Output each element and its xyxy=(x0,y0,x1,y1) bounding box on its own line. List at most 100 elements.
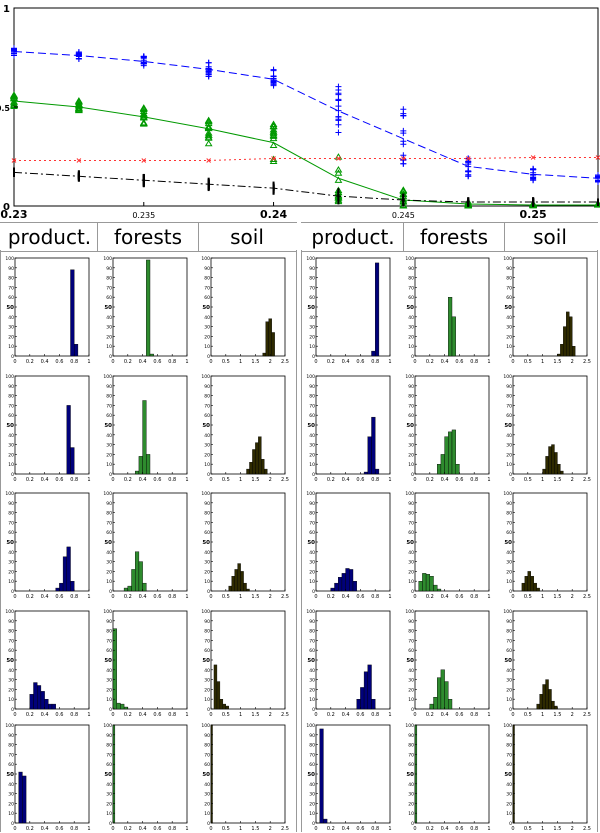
histogram-bar xyxy=(44,699,49,710)
y-tick-label: 30 xyxy=(506,560,512,566)
x-tick-label: 1 xyxy=(487,359,490,365)
x-tick-label: 0.2 xyxy=(26,359,34,365)
y-tick-label: 0 xyxy=(509,354,512,360)
x-tick-label: 0.2 xyxy=(124,477,132,483)
histogram-bar xyxy=(425,574,431,592)
y-tick-label: 40 xyxy=(204,668,210,674)
y-tick-label: 100 xyxy=(201,723,210,729)
tab-product[interactable]: product. xyxy=(2,223,98,251)
y-tick-label: 100 xyxy=(405,256,414,262)
y-tick-label: 90 xyxy=(506,619,512,625)
tab-forests[interactable]: forests xyxy=(98,223,199,251)
data-point xyxy=(139,104,148,111)
histogram-bar xyxy=(418,581,423,592)
x-tick-label: 1 xyxy=(487,712,490,718)
x-tick-label: 2.5 xyxy=(281,826,289,832)
y-tick-label: 90 xyxy=(106,733,112,739)
x-tick-label: 0 xyxy=(209,826,212,832)
y-tick-label: 40 xyxy=(204,550,210,556)
y-tick-label: 100 xyxy=(201,491,210,497)
y-tick-label: 0 xyxy=(312,472,315,478)
y-tick-label: 40 xyxy=(8,668,14,674)
y-tick-label: 90 xyxy=(309,266,315,272)
y-tick-label: 100 xyxy=(306,256,315,262)
data-point xyxy=(465,156,471,161)
data-point xyxy=(75,103,83,111)
y-tick-label: 100 xyxy=(5,374,14,380)
y-tick-label: 100 xyxy=(103,723,112,729)
x-tick-label: 1 xyxy=(185,359,188,365)
x-tick-label: 0 xyxy=(314,826,317,832)
x-tick-label: 0.8 xyxy=(168,712,176,718)
y-tick-label: 50 xyxy=(104,772,112,778)
data-point xyxy=(465,159,472,166)
data-point xyxy=(400,138,407,145)
y-tick-label: 80 xyxy=(506,629,512,635)
y-tick-label: 100 xyxy=(103,609,112,615)
y-tick-label: 70 xyxy=(204,285,210,291)
y-tick-label: 10 xyxy=(309,697,315,703)
x-tick-label: 0.8 xyxy=(371,826,379,832)
tab-forests[interactable]: forests xyxy=(404,223,505,251)
x-tick-label: 0.2 xyxy=(124,594,132,600)
histogram-bar xyxy=(271,332,275,357)
y-tick-label: 70 xyxy=(506,285,512,291)
right-panel-frame xyxy=(301,250,598,832)
data-point xyxy=(141,158,147,163)
histogram-bar xyxy=(554,705,558,710)
x-tick-label: 0.6 xyxy=(455,712,463,718)
y-tick-label: 90 xyxy=(106,501,112,507)
y-tick-label: 90 xyxy=(8,619,14,625)
y-tick-label: 100 xyxy=(503,374,512,380)
x-tick-label: 1.5 xyxy=(251,359,259,365)
tab-product[interactable]: product. xyxy=(303,223,404,251)
x-tick-label: 0.2 xyxy=(426,477,434,483)
y-tick-label: 80 xyxy=(204,629,210,635)
y-tick-label: 100 xyxy=(201,256,210,262)
y-tick-label: 20 xyxy=(309,452,315,458)
histogram-bar xyxy=(246,468,250,475)
y-tick-label: 10 xyxy=(408,811,414,817)
histogram-forests: 0 10 20 30 40 50 60 70 80 90 100 0 0.2 0.4 0.6 0.8 1 xyxy=(405,723,490,832)
y-tick-label: 80 xyxy=(106,276,112,282)
x-tick-label: 2 xyxy=(269,594,272,600)
y-tick-label: 50 xyxy=(504,658,512,664)
x-tick-label: 0.6 xyxy=(153,826,161,832)
x-tick-label: 0.2 xyxy=(327,712,335,718)
histogram-bar xyxy=(249,462,253,475)
data-point xyxy=(204,139,213,147)
x-tick-label: 0.4 xyxy=(41,826,49,832)
histogram-bar xyxy=(444,436,449,475)
y-tick-label: 30 xyxy=(506,325,512,331)
y-tick-label: 100 xyxy=(405,609,414,615)
histogram-bar xyxy=(371,416,376,475)
y-tick-label: 30 xyxy=(204,325,210,331)
y-tick-label: 30 xyxy=(106,325,112,331)
y-tick-label: 90 xyxy=(8,266,14,272)
histogram-bar xyxy=(527,571,531,592)
data-point xyxy=(400,112,407,119)
data-point xyxy=(204,131,213,138)
x-tick-label: 1 xyxy=(388,712,391,718)
x-tick-label: 0 xyxy=(511,594,514,600)
y-tick-label: 70 xyxy=(106,285,112,291)
y-tick-label: 10 xyxy=(204,811,210,817)
y-tick-label: 20 xyxy=(408,687,414,693)
axes-frame xyxy=(210,610,286,710)
x-tick-label: 1.5 xyxy=(553,826,561,832)
y-tick-label: 70 xyxy=(309,752,315,758)
x-tick-label: 2.5 xyxy=(281,477,289,483)
histogram-bar xyxy=(371,350,376,357)
histogram-bar xyxy=(451,429,456,475)
histogram-bar xyxy=(521,582,526,592)
x-tick-label: 0.4 xyxy=(41,477,49,483)
tab-soil[interactable]: soil xyxy=(230,225,264,249)
x-tick-label: 0.4 xyxy=(41,359,49,365)
y-tick-label: 30 xyxy=(506,443,512,449)
y-tick-label: 100 xyxy=(201,609,210,615)
y-tick-label: 60 xyxy=(506,413,512,419)
y-tick-label: 10 xyxy=(204,579,210,585)
y-tick-label: 70 xyxy=(408,520,414,526)
tab-soil[interactable]: soil xyxy=(533,225,567,249)
data-point xyxy=(335,129,342,136)
